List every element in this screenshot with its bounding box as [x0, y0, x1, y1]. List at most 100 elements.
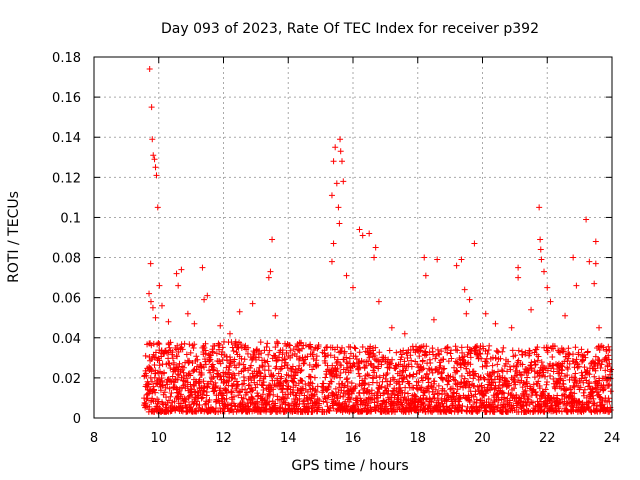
roti-peak-point [332, 144, 339, 151]
roti-point [356, 373, 363, 380]
roti-point [497, 355, 504, 362]
roti-point [296, 355, 303, 362]
roti-point [547, 373, 554, 380]
roti-point [168, 402, 175, 409]
roti-point [264, 358, 271, 365]
roti-point [506, 397, 513, 404]
roti-point [352, 353, 359, 360]
roti-point [531, 374, 538, 381]
roti-point [531, 358, 538, 365]
roti-peak-point [146, 66, 153, 73]
roti-point [167, 393, 174, 400]
roti-point [218, 376, 225, 383]
roti-peak-point [591, 280, 598, 287]
roti-point [510, 392, 517, 399]
roti-point [606, 398, 613, 405]
roti-peak-point [471, 240, 478, 247]
roti-point [519, 403, 526, 410]
roti-point [433, 365, 440, 372]
roti-point [180, 364, 187, 371]
roti-point [155, 398, 162, 405]
roti-point [325, 383, 332, 390]
roti-point [509, 347, 516, 354]
roti-point [243, 389, 250, 396]
x-axis-ticks: 8 10 12 14 16 18 20 22 24 [90, 57, 620, 446]
roti-point [370, 375, 377, 382]
roti-point [403, 350, 410, 357]
roti-point [333, 372, 340, 379]
roti-point [252, 384, 259, 391]
roti-point [202, 340, 209, 347]
roti-point [304, 353, 311, 360]
roti-peak-point [421, 254, 428, 261]
roti-point [367, 343, 374, 350]
roti-point [178, 374, 185, 381]
roti-peak-point [350, 284, 356, 291]
roti-point [207, 369, 214, 376]
roti-point [351, 344, 358, 351]
roti-point [196, 401, 203, 408]
roti-point [482, 390, 489, 397]
roti-point [467, 350, 474, 357]
roti-point [313, 388, 320, 395]
roti-point [274, 393, 281, 400]
roti-point [216, 358, 223, 365]
roti-point [193, 401, 200, 408]
roti-point [191, 341, 198, 348]
roti-point [265, 351, 272, 358]
roti-point [233, 387, 240, 394]
roti-point [159, 381, 166, 388]
roti-peak-point [338, 158, 345, 165]
roti-point [166, 377, 173, 384]
roti-point [436, 351, 443, 358]
roti-point [420, 365, 427, 372]
roti-point [371, 364, 378, 371]
roti-point [143, 396, 150, 403]
roti-point [571, 390, 578, 397]
roti-peak-point [294, 346, 301, 353]
roti-point [198, 395, 205, 402]
roti-point [216, 341, 223, 348]
x-tick-label: 8 [90, 431, 98, 446]
roti-point [278, 386, 285, 393]
roti-peak-point [201, 296, 208, 303]
roti-point [178, 341, 185, 348]
y-tick-label: 0.16 [52, 91, 81, 106]
roti-peak-point [583, 216, 590, 223]
x-tick-label: 24 [604, 431, 621, 446]
roti-point [275, 370, 282, 377]
roti-point [185, 393, 192, 400]
roti-point [578, 346, 585, 353]
y-tick-label: 0.06 [52, 292, 81, 307]
roti-point [544, 379, 551, 386]
roti-point [198, 365, 205, 372]
roti-point [153, 380, 160, 387]
roti-point [167, 365, 174, 372]
roti-point [386, 347, 393, 354]
roti-point [528, 359, 535, 366]
roti-point [229, 389, 236, 396]
roti-point [486, 372, 493, 379]
roti-point [300, 360, 307, 367]
roti-point [438, 370, 445, 377]
roti-point [270, 386, 277, 393]
roti-point [489, 362, 496, 369]
roti-point [273, 363, 280, 370]
x-tick-label: 16 [345, 431, 362, 446]
roti-point [315, 362, 322, 369]
roti-peak-point [458, 256, 465, 263]
roti-point [328, 378, 335, 385]
roti-point [471, 382, 478, 389]
roti-point [362, 380, 369, 387]
roti-point [425, 379, 432, 386]
roti-peak-point [430, 316, 437, 323]
roti-point [291, 375, 298, 382]
roti-point [523, 402, 530, 409]
roti-point [209, 346, 216, 353]
roti-point [404, 390, 411, 397]
roti-peak-point [158, 302, 165, 309]
roti-point [179, 346, 186, 353]
roti-point [283, 349, 290, 356]
roti-peak-point [154, 204, 161, 211]
roti-point [367, 396, 374, 403]
